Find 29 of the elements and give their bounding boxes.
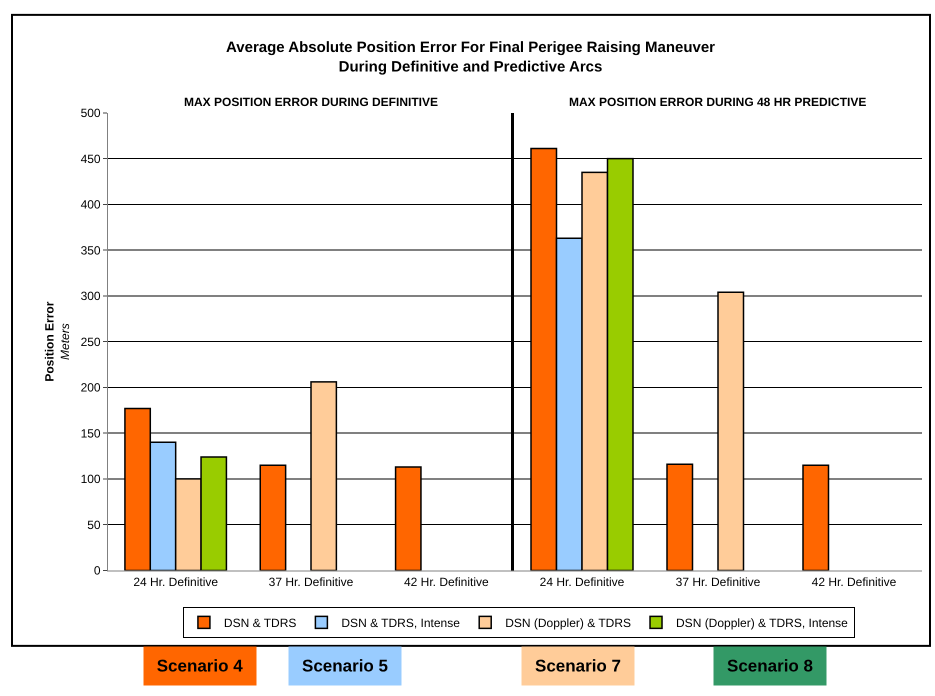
y-tick-label: 0 xyxy=(94,564,101,578)
text: Scenario 8 xyxy=(727,656,813,676)
text: Scenario 4 xyxy=(156,656,244,676)
y-tick-label: 250 xyxy=(80,334,101,349)
y-tick-label: 100 xyxy=(80,472,101,486)
x-tick-label: 37 Hr. Definitive xyxy=(676,574,761,589)
y-tick-label: 500 xyxy=(80,106,101,120)
y-tick-label: 400 xyxy=(80,198,101,212)
y-axis-title: Position Error Meters xyxy=(42,301,72,382)
legend-label: DSN & TDRS, Intense xyxy=(341,616,460,630)
legend-label: DSN (Doppler) & TDRS xyxy=(505,616,632,630)
chart-subtitle: MAX POSITION ERROR DURING DEFINITIVE xyxy=(184,95,438,109)
y-tick-label: 450 xyxy=(80,152,101,166)
chart-subtitle: MAX POSITION ERROR DURING 48 HR PREDICTIVE xyxy=(569,95,866,109)
y-tick-label: 200 xyxy=(80,380,101,395)
x-tick-label: 42 Hr. Definitive xyxy=(812,574,897,589)
text: Scenario 5 xyxy=(302,656,388,676)
x-tick-label: 24 Hr. Definitive xyxy=(133,574,218,589)
y-tick-label: 50 xyxy=(87,518,101,532)
legend-label: DSN (Doppler) & TDRS, Intense xyxy=(676,616,848,630)
legend-label: DSN & TDRS xyxy=(224,616,296,630)
x-tick-label: 42 Hr. Definitive xyxy=(404,574,490,589)
y-tick-label: 350 xyxy=(80,243,101,258)
y-tick-label: 150 xyxy=(80,426,101,440)
chart-title: Average Absolute Position Error For Final Perigee Raising Maneuver During Definitive and Predictive Arcs xyxy=(226,39,716,76)
x-tick-label: 37 Hr. Definitive xyxy=(268,574,354,589)
x-tick-label: 24 Hr. Definitive xyxy=(540,574,625,589)
text: Scenario 7 xyxy=(535,656,621,676)
y-tick-label: 300 xyxy=(80,289,101,304)
